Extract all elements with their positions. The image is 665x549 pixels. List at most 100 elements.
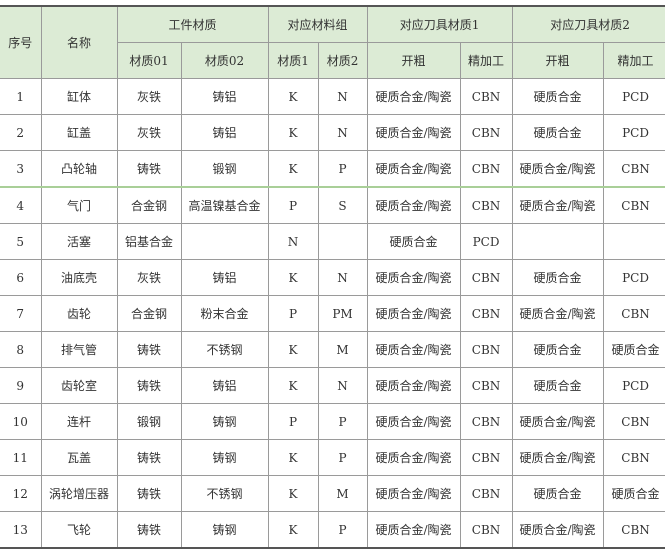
cell-name: 缸盖 — [40, 114, 118, 151]
table-body: 1 缸体 灰铁 铸铝 K N 硬质合金/陶瓷 CBN 硬质合金 PCD 2 缸盖 灰铁 铸铝 K N 硬质合金/… — [0, 78, 665, 549]
cell-group-2: P — [317, 439, 368, 476]
cell-tool1-finishing: CBN — [459, 475, 513, 512]
subheader-tool2-finishing: 精加工 — [602, 42, 665, 79]
cell-tool2-finishing: 硬质合金 — [602, 475, 665, 512]
cell-tool2-finishing: CBN — [602, 186, 665, 224]
cell-name: 齿轮室 — [40, 367, 118, 404]
cell-name: 飞轮 — [40, 511, 118, 549]
table-row: 7 齿轮 合金钢 粉末合金 P PM 硬质合金/陶瓷 CBN 硬质合金/陶瓷 CBN — [0, 295, 665, 332]
cell-group-2: M — [317, 331, 368, 368]
cell-material-01: 灰铁 — [116, 114, 182, 151]
cell-material-01: 灰铁 — [116, 259, 182, 296]
cell-group-2: N — [317, 114, 368, 151]
cell-tool1-finishing: CBN — [459, 295, 513, 332]
cell-group-2: S — [317, 186, 368, 224]
cell-name: 瓦盖 — [40, 439, 118, 476]
header-name: 名称 — [40, 5, 118, 79]
cell-tool2-roughing: 硬质合金/陶瓷 — [511, 295, 604, 332]
cell-tool1-roughing: 硬质合金/陶瓷 — [366, 475, 461, 512]
cell-tool2-roughing: 硬质合金 — [511, 475, 604, 512]
cell-group-1: N — [267, 223, 319, 260]
header-workpiece-material: 工件材质 — [116, 5, 269, 43]
cell-tool2-finishing: PCD — [602, 259, 665, 296]
cell-group-2: P — [317, 150, 368, 188]
cell-tool2-finishing: CBN — [602, 403, 665, 440]
table-row: 8 排气管 铸铁 不锈钢 K M 硬质合金/陶瓷 CBN 硬质合金 硬质合金 — [0, 331, 665, 368]
cell-tool2-roughing: 硬质合金 — [511, 259, 604, 296]
cell-tool1-finishing: CBN — [459, 78, 513, 115]
cell-group-2: N — [317, 367, 368, 404]
cell-tool1-roughing: 硬质合金/陶瓷 — [366, 150, 461, 188]
cell-tool1-roughing: 硬质合金/陶瓷 — [366, 186, 461, 224]
cell-seq: 10 — [0, 403, 42, 440]
header-material-group: 对应材料组 — [267, 5, 368, 43]
cell-tool1-finishing: CBN — [459, 186, 513, 224]
cell-group-1: K — [267, 150, 319, 188]
cell-name: 油底壳 — [40, 259, 118, 296]
cell-material-02: 铸钢 — [180, 439, 269, 476]
cell-name: 齿轮 — [40, 295, 118, 332]
table-row: 11 瓦盖 铸铁 铸钢 K P 硬质合金/陶瓷 CBN 硬质合金/陶瓷 CBN — [0, 439, 665, 476]
table-row: 6 油底壳 灰铁 铸铝 K N 硬质合金/陶瓷 CBN 硬质合金 PCD — [0, 259, 665, 296]
table-row: 2 缸盖 灰铁 铸铝 K N 硬质合金/陶瓷 CBN 硬质合金 PCD — [0, 114, 665, 151]
cell-material-02: 不锈钢 — [180, 475, 269, 512]
cell-tool1-roughing: 硬质合金/陶瓷 — [366, 295, 461, 332]
cell-tool1-finishing: CBN — [459, 114, 513, 151]
subheader-group-2: 材质2 — [317, 42, 368, 79]
cell-group-2: P — [317, 403, 368, 440]
cell-tool2-finishing: CBN — [602, 439, 665, 476]
table-row: 1 缸体 灰铁 铸铝 K N 硬质合金/陶瓷 CBN 硬质合金 PCD — [0, 78, 665, 115]
cell-material-01: 锻钢 — [116, 403, 182, 440]
subheader-tool1-finishing: 精加工 — [459, 42, 513, 79]
cell-material-01: 铸铁 — [116, 475, 182, 512]
cell-group-1: P — [267, 403, 319, 440]
cell-tool2-roughing: 硬质合金/陶瓷 — [511, 439, 604, 476]
cell-tool1-finishing: CBN — [459, 331, 513, 368]
table-row: 12 涡轮增压器 铸铁 不锈钢 K M 硬质合金/陶瓷 CBN 硬质合金 硬质合金 — [0, 475, 665, 512]
cell-tool2-roughing: 硬质合金 — [511, 78, 604, 115]
table-row: 10 连杆 锻钢 铸钢 P P 硬质合金/陶瓷 CBN 硬质合金/陶瓷 CBN — [0, 403, 665, 440]
material-table: 序号 名称 工件材质 对应材料组 对应刀具材质1 对应刀具材质2 材质01 材质… — [0, 5, 665, 549]
cell-tool1-finishing: CBN — [459, 403, 513, 440]
cell-group-2: PM — [317, 295, 368, 332]
cell-seq: 1 — [0, 78, 42, 115]
cell-tool2-finishing: CBN — [602, 150, 665, 188]
cell-tool2-finishing: PCD — [602, 114, 665, 151]
cell-material-02: 铸铝 — [180, 259, 269, 296]
cell-material-02 — [180, 223, 269, 260]
cell-material-01: 灰铁 — [116, 78, 182, 115]
cell-seq: 8 — [0, 331, 42, 368]
subheader-material-01: 材质01 — [117, 42, 182, 79]
cell-tool2-roughing: 硬质合金 — [511, 331, 604, 368]
cell-material-02: 铸铝 — [180, 78, 269, 115]
cell-tool1-finishing: CBN — [459, 439, 513, 476]
cell-group-1: P — [267, 186, 319, 224]
cell-name: 缸体 — [40, 78, 118, 115]
cell-tool2-finishing — [602, 223, 665, 260]
cell-group-2: P — [317, 511, 368, 549]
cell-seq: 2 — [0, 114, 42, 151]
cell-tool2-roughing: 硬质合金/陶瓷 — [511, 403, 604, 440]
cell-group-2 — [317, 223, 368, 260]
cell-tool1-roughing: 硬质合金/陶瓷 — [366, 403, 461, 440]
table-row: 4 气门 合金钢 高温镍基合金 P S 硬质合金/陶瓷 CBN 硬质合金/陶瓷 CBN — [0, 186, 665, 224]
cell-tool2-finishing: PCD — [602, 78, 665, 115]
cell-seq: 12 — [0, 475, 42, 512]
cell-name: 气门 — [40, 186, 118, 224]
cell-material-02: 铸钢 — [180, 403, 269, 440]
cell-name: 活塞 — [40, 223, 118, 260]
cell-name: 凸轮轴 — [40, 150, 118, 188]
cell-group-1: K — [267, 78, 319, 115]
cell-seq: 11 — [0, 439, 42, 476]
table-row: 13 飞轮 铸铁 铸钢 K P 硬质合金/陶瓷 CBN 硬质合金/陶瓷 CBN — [0, 511, 665, 549]
cell-tool1-roughing: 硬质合金/陶瓷 — [366, 439, 461, 476]
table-row: 3 凸轮轴 铸铁 锻钢 K P 硬质合金/陶瓷 CBN 硬质合金/陶瓷 CBN — [0, 150, 665, 188]
cell-material-01: 铝基合金 — [116, 223, 182, 260]
cell-material-01: 铸铁 — [116, 367, 182, 404]
cell-tool1-finishing: PCD — [459, 223, 513, 260]
cell-tool1-roughing: 硬质合金 — [366, 223, 461, 260]
cell-seq: 6 — [0, 259, 42, 296]
cell-material-01: 铸铁 — [116, 331, 182, 368]
cell-seq: 5 — [0, 223, 42, 260]
cell-material-01: 铸铁 — [116, 150, 182, 188]
